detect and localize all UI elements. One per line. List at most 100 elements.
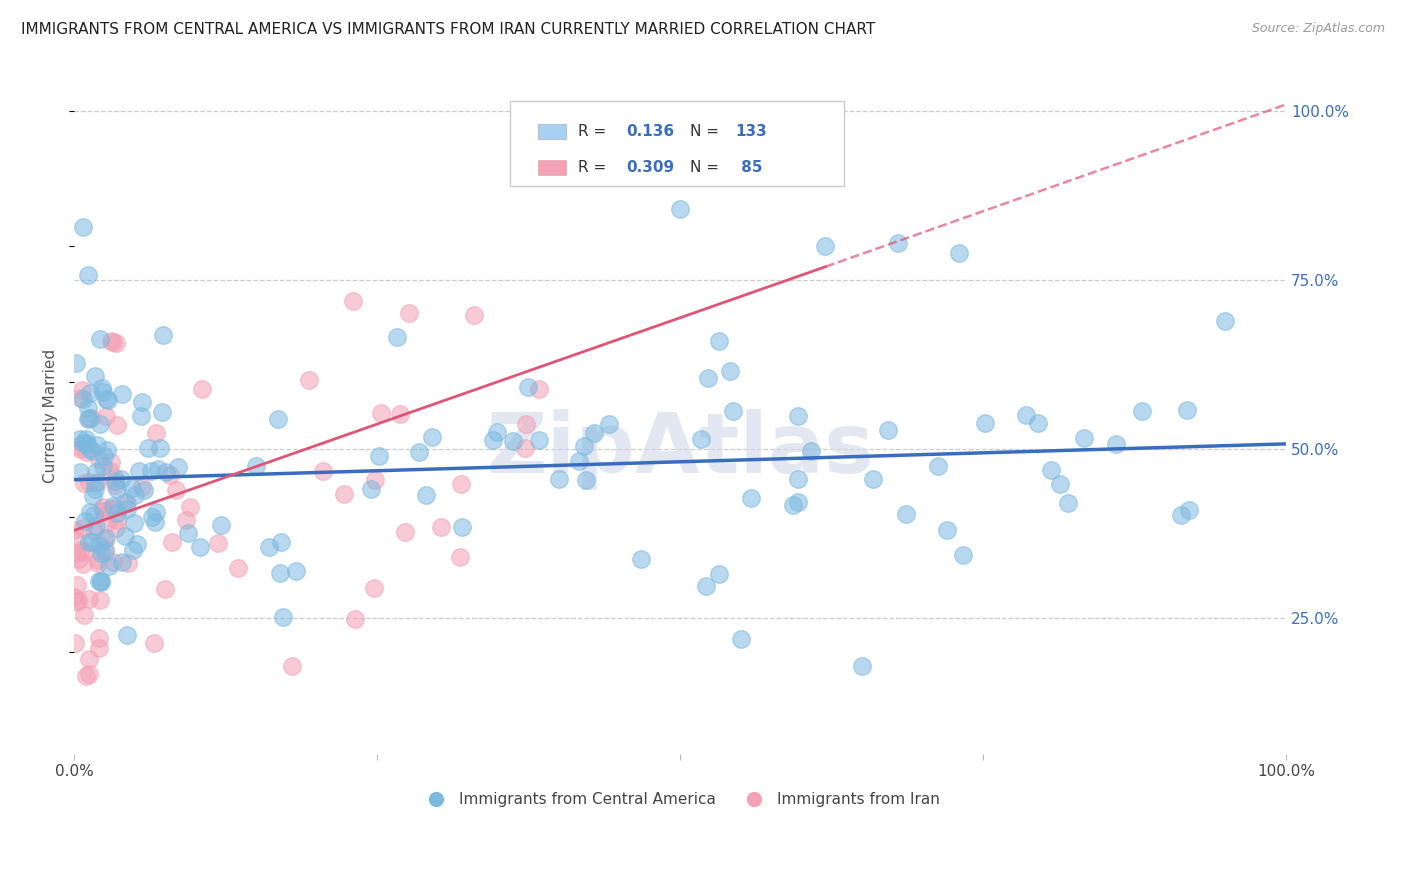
Point [179, 500, 201, 514]
Point [69, 432, 91, 446]
Point [177, 525, 200, 540]
Point [63, 524, 86, 538]
Point [862, 472, 884, 486]
Point [87, 631, 110, 645]
Point [84, 369, 107, 384]
Point [389, 408, 412, 422]
Point [1056, 496, 1078, 510]
Point [98, 464, 121, 478]
Point [363, 581, 385, 595]
Point [89, 417, 111, 431]
Point [582, 425, 605, 440]
Point [124, 516, 146, 530]
Point [89, 574, 111, 588]
Point [740, 491, 762, 506]
Point [91, 385, 114, 400]
Point [86, 519, 108, 533]
Point [887, 236, 910, 251]
Point [786, 409, 808, 423]
Point [101, 555, 124, 569]
Point [598, 417, 620, 431]
Point [342, 293, 364, 308]
Point [209, 518, 232, 533]
Point [86, 438, 108, 452]
Point [89, 641, 111, 656]
Point [117, 496, 139, 510]
Point [408, 445, 430, 459]
Point [75, 669, 97, 683]
Point [80, 410, 103, 425]
Point [1177, 403, 1199, 417]
Point [72, 520, 94, 534]
Point [894, 507, 917, 521]
Point [669, 202, 692, 217]
Point [103, 500, 125, 515]
Point [94, 409, 117, 424]
Point [149, 441, 172, 455]
Point [77, 410, 100, 425]
Point [89, 592, 111, 607]
Point [449, 550, 471, 565]
Point [73, 475, 96, 490]
Point [630, 552, 652, 566]
Point [69, 465, 91, 479]
Point [398, 306, 420, 320]
Point [515, 417, 537, 431]
Point [65, 533, 87, 548]
Point [152, 328, 174, 343]
Point [786, 495, 808, 509]
Point [1215, 314, 1237, 328]
Point [84, 465, 107, 479]
Point [87, 553, 110, 567]
Point [927, 458, 949, 473]
Point [72, 436, 94, 450]
Point [100, 334, 122, 348]
Point [98, 501, 121, 516]
Point [96, 516, 118, 531]
Point [697, 371, 720, 385]
Point [515, 441, 537, 455]
Point [72, 392, 94, 406]
Point [529, 383, 551, 397]
Point [207, 536, 229, 550]
Point [568, 453, 591, 467]
Text: R =: R = [578, 160, 612, 175]
Point [76, 437, 98, 451]
Point [105, 513, 128, 527]
Legend: Immigrants from Central America, Immigrants from Iran: Immigrants from Central America, Immigra… [415, 786, 946, 814]
Point [104, 477, 127, 491]
Point [153, 582, 176, 596]
Point [104, 474, 127, 488]
Point [270, 534, 292, 549]
Point [79, 651, 101, 665]
Point [93, 504, 115, 518]
Point [259, 540, 281, 554]
Point [115, 501, 138, 516]
Point [166, 459, 188, 474]
Point [851, 658, 873, 673]
Point [91, 459, 114, 474]
Point [77, 401, 100, 416]
Point [973, 417, 995, 431]
Point [269, 566, 291, 581]
Point [94, 544, 117, 558]
Point [93, 449, 115, 463]
Point [73, 544, 96, 558]
Point [707, 566, 730, 581]
Text: Source: ZipAtlas.com: Source: ZipAtlas.com [1251, 22, 1385, 36]
Point [66, 578, 89, 592]
Point [86, 475, 108, 489]
Point [463, 308, 485, 322]
Point [718, 364, 741, 378]
Point [66, 593, 89, 607]
Point [77, 412, 100, 426]
Point [730, 152, 752, 166]
Point [145, 505, 167, 519]
Text: ZipAtlas: ZipAtlas [486, 409, 875, 490]
Point [420, 430, 443, 444]
Point [83, 523, 105, 537]
Point [75, 445, 97, 459]
Point [73, 607, 96, 622]
Point [87, 451, 110, 466]
Point [87, 538, 110, 552]
